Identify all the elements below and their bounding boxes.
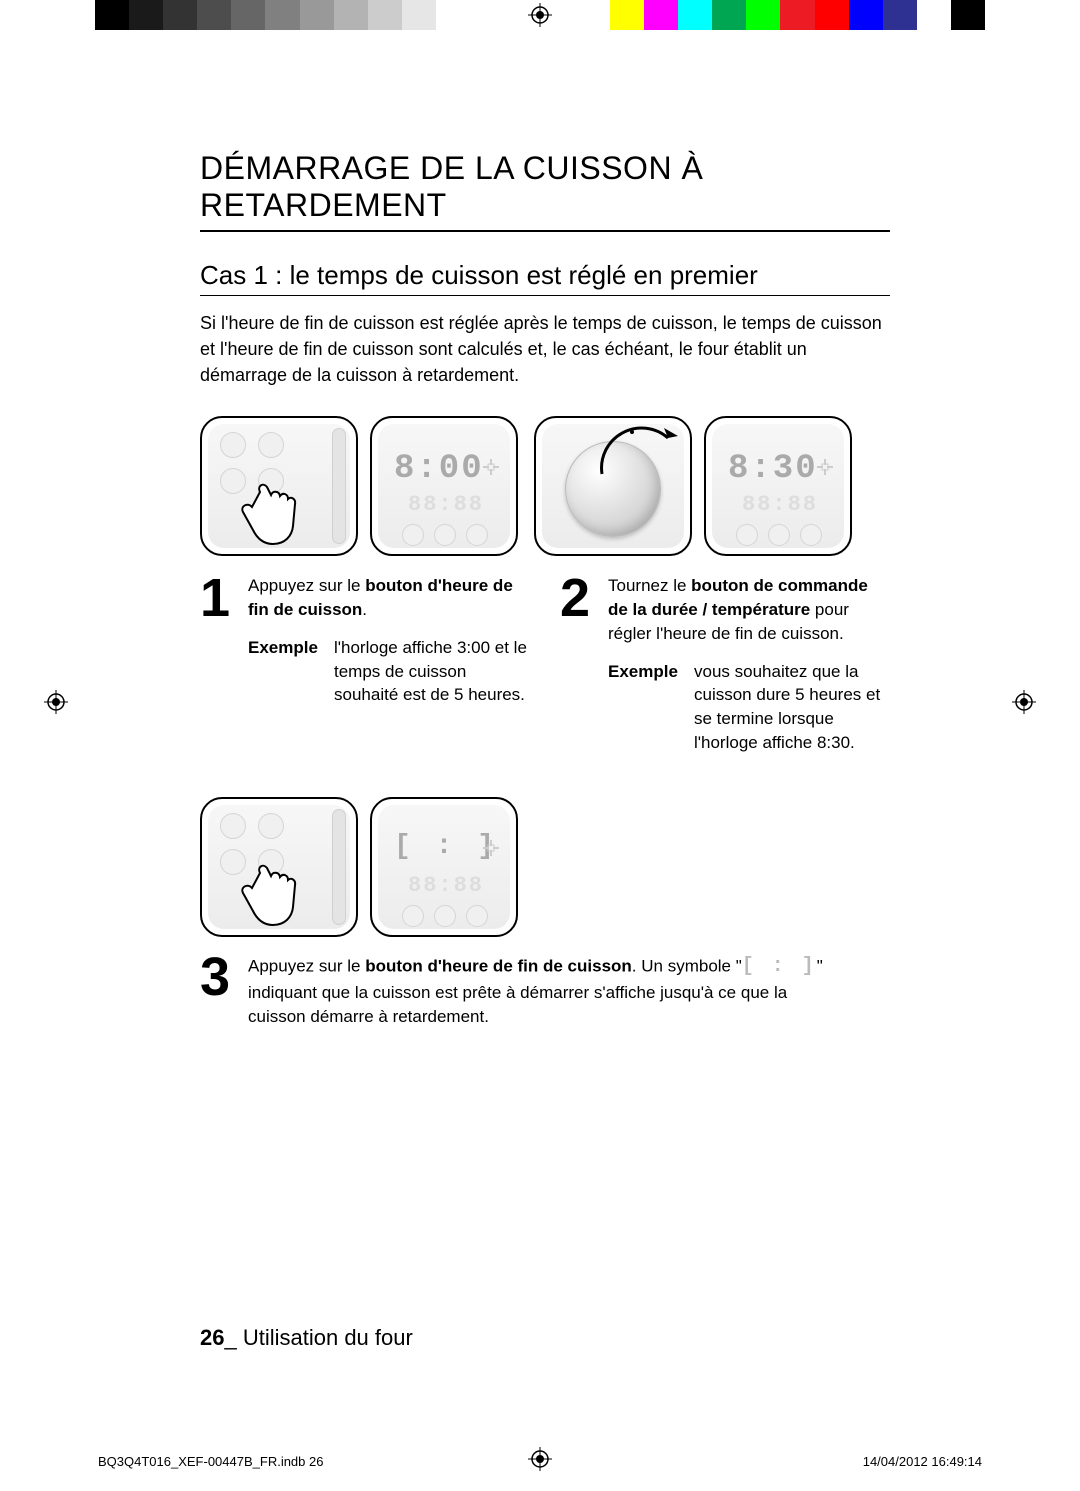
- display-sub: 88:88: [408, 492, 484, 517]
- example-label: Exemple: [248, 636, 322, 707]
- end-time-icon: [480, 456, 502, 478]
- display-main: 8:30: [728, 450, 818, 488]
- step-text-pre: Appuyez sur le: [248, 956, 365, 975]
- step-text-pre: Tournez le: [608, 576, 691, 595]
- example-text: vous souhaitez que la cuisson dure 5 heu…: [694, 660, 890, 755]
- illus-step2-display: 8:30 88:88: [704, 416, 852, 556]
- case-title: Cas 1 : le temps de cuisson est réglé en…: [200, 260, 890, 296]
- page-number: 26: [200, 1325, 224, 1350]
- end-time-icon: [480, 837, 502, 859]
- print-footer: BQ3Q4T016_XEF-00447B_FR.indb 26 14/04/20…: [98, 1454, 982, 1469]
- example-label: Exemple: [608, 660, 682, 755]
- print-file: BQ3Q4T016_XEF-00447B_FR.indb 26: [98, 1454, 323, 1469]
- example-text: l'horloge affiche 3:00 et le temps de cu…: [334, 636, 530, 707]
- print-timestamp: 14/04/2012 16:49:14: [863, 1454, 982, 1469]
- illustration-row-1: 8:00 88:88: [200, 416, 890, 556]
- step-3: 3 Appuyez sur le bouton d'heure de fin d…: [200, 953, 890, 1029]
- step-text-bold: bouton d'heure de fin de cuisson: [365, 956, 632, 975]
- registration-mark-icon: [528, 3, 552, 27]
- illus-step3-display: [ : ] 88:88: [370, 797, 518, 937]
- step-number: 2: [560, 574, 596, 755]
- end-time-icon: [814, 456, 836, 478]
- footer-sep: _: [224, 1325, 242, 1350]
- hand-press-icon: [230, 855, 320, 935]
- display-sub: 88:88: [408, 873, 484, 898]
- step-2: 2 Tournez le bouton de commande de la du…: [560, 574, 890, 755]
- ready-symbol-icon: [ : ]: [742, 953, 817, 981]
- step-number: 1: [200, 574, 236, 755]
- step-1: 1 Appuyez sur le bouton d'heure de fin d…: [200, 574, 530, 755]
- page-footer: 26_ Utilisation du four: [200, 1325, 413, 1351]
- step-text-mid: . Un symbole ": [632, 956, 742, 975]
- illus-step3-panel: [200, 797, 358, 937]
- intro-paragraph: Si l'heure de fin de cuisson est réglée …: [200, 310, 890, 388]
- step-text-pre: Appuyez sur le: [248, 576, 365, 595]
- registration-mark-icon: [1012, 690, 1036, 714]
- display-main: 8:00: [394, 450, 484, 488]
- step-number: 3: [200, 953, 236, 1029]
- rotate-arrow-icon: [596, 424, 686, 484]
- display-sub: 88:88: [742, 492, 818, 517]
- registration-mark-icon: [44, 690, 68, 714]
- illus-step1-display: 8:00 88:88: [370, 416, 518, 556]
- footer-chapter: Utilisation du four: [243, 1325, 413, 1350]
- section-title: DÉMARRAGE DE LA CUISSON À RETARDEMENT: [200, 150, 890, 232]
- step-text-post: .: [362, 600, 367, 619]
- illustration-row-2: [ : ] 88:88: [200, 797, 890, 937]
- illus-step1-panel: [200, 416, 358, 556]
- illus-step2-knob: [534, 416, 692, 556]
- hand-press-icon: [230, 474, 320, 554]
